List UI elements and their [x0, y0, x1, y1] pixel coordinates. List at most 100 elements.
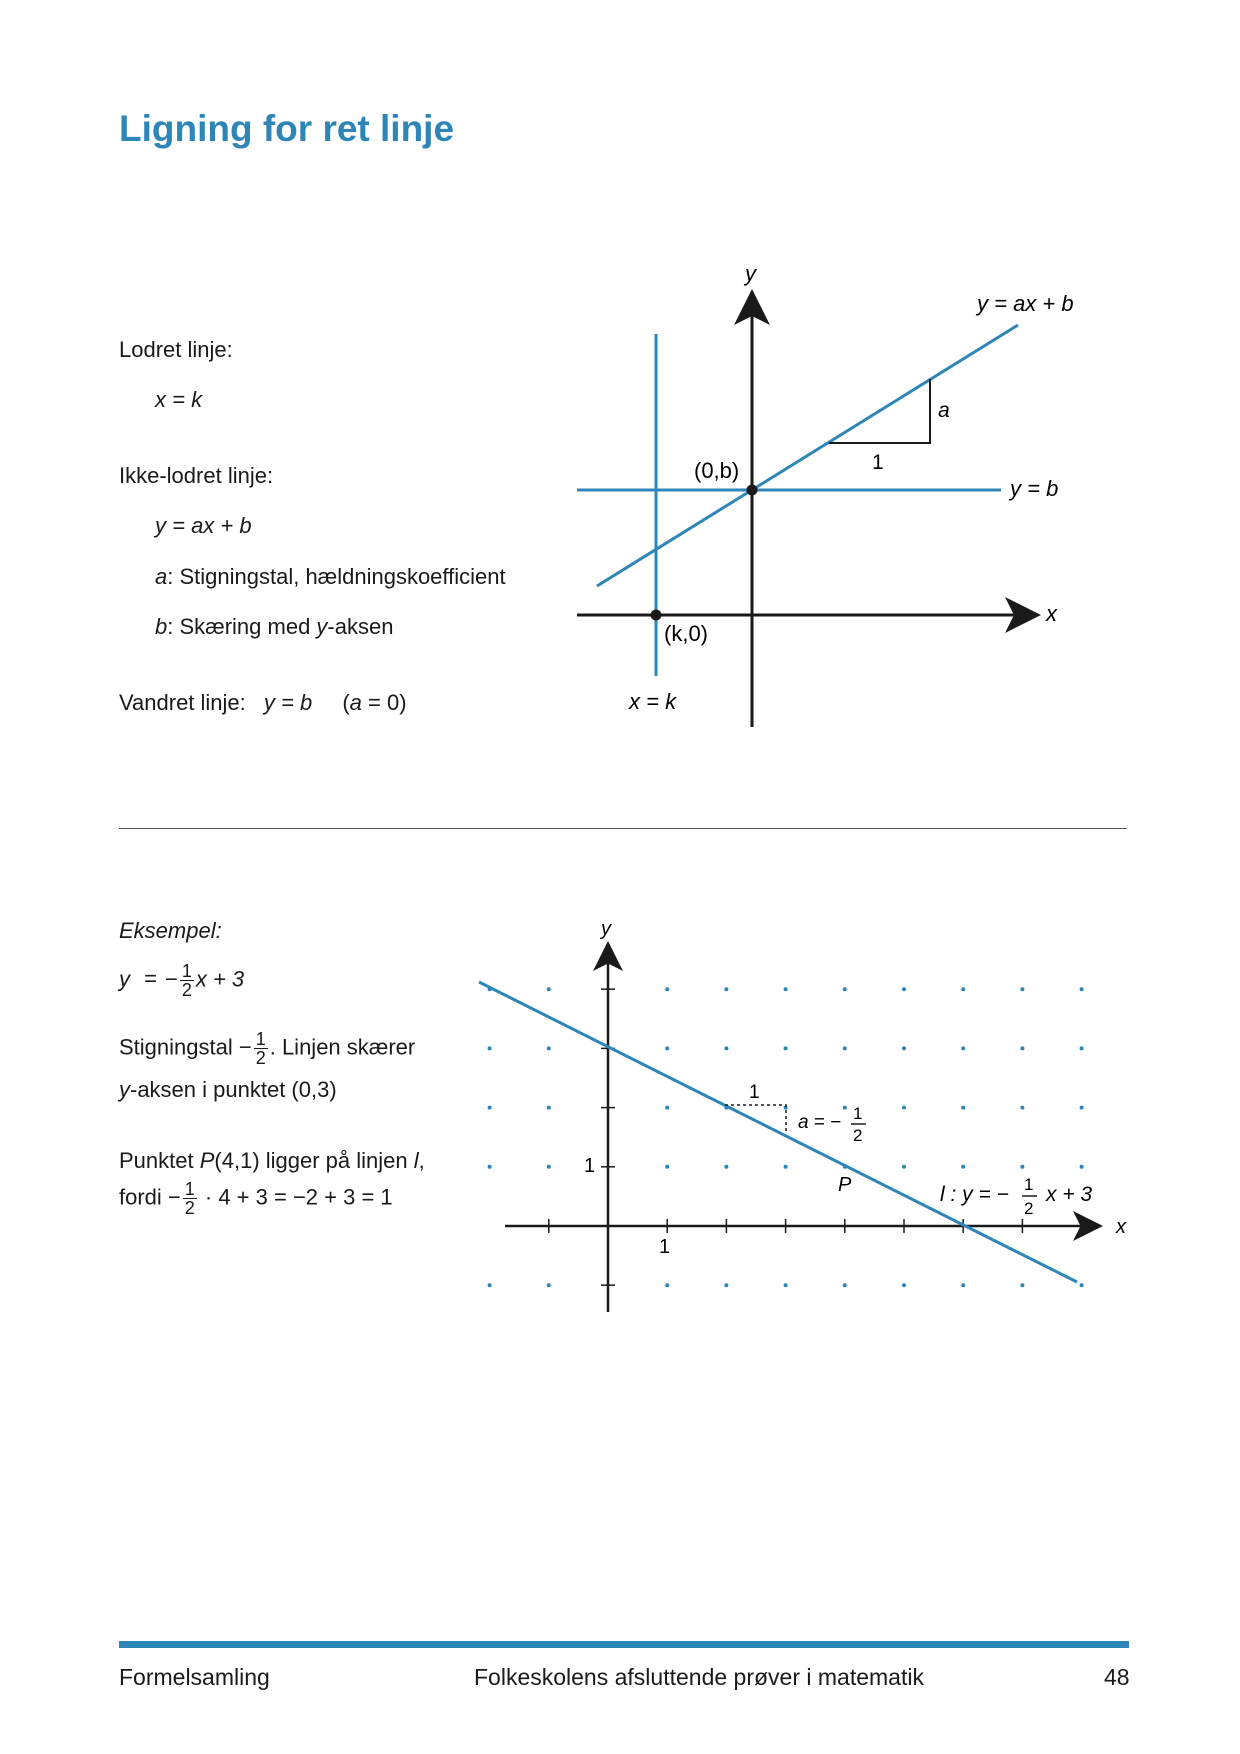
grid-dot [1020, 1164, 1025, 1169]
grid-dot [487, 1283, 492, 1288]
point-p: P [199, 1148, 215, 1173]
slope-pre: Stigningstal − [119, 1034, 252, 1060]
frac-den: 2 [184, 1198, 195, 1218]
grid-dot [665, 987, 670, 992]
grid-dot [842, 1283, 847, 1288]
line-frac-num: 1 [1024, 1175, 1033, 1194]
grid-dot [546, 1046, 551, 1051]
grid-dot [665, 1046, 670, 1051]
grid-dot [902, 987, 906, 992]
grid-dot [961, 1105, 966, 1110]
vertical-line-heading: Lodret linje: [119, 337, 233, 362]
point-comma: , [418, 1148, 425, 1173]
intercept-desc-y: y [316, 614, 328, 639]
intercept-definition: b: Skæring med y-aksen [155, 614, 393, 640]
dot-grid [487, 987, 1084, 1288]
grid-dot [665, 1105, 670, 1110]
grid-dot [724, 1046, 729, 1051]
grid-dot [1079, 987, 1084, 992]
point-statement: Punktet P(4,1) ligger på linjen l, [119, 1148, 425, 1174]
grid-dot [961, 1164, 966, 1169]
grid-dot [842, 987, 847, 992]
point-p-label: P [838, 1174, 852, 1196]
verify-post: · 4 + 3 = −2 + 3 = 1 [198, 1184, 393, 1210]
eq-rest: x + 3 [195, 966, 245, 992]
grid-dot [1020, 1046, 1025, 1051]
grid-dot [902, 1046, 906, 1051]
line-label: l : y = − [940, 1183, 1009, 1206]
run-label: 1 [749, 1082, 760, 1103]
slope-statement: Stigningstal −1 2. Linjen skærer [119, 1030, 415, 1067]
eq-equals: = [144, 966, 157, 992]
page-number: 48 [1104, 1664, 1130, 1690]
horizontal-line-equation: y = b [263, 690, 313, 715]
point-l: l [413, 1148, 419, 1173]
vertical-line-equation: x = k [155, 387, 203, 412]
line-label-end: x + 3 [1045, 1183, 1092, 1206]
slope-label: a = − [798, 1112, 841, 1133]
horizontal-note: (a = 0) [342, 690, 406, 715]
section-divider [119, 828, 1127, 829]
line-label-end-text: x + 3 [1045, 1183, 1092, 1206]
sloped-line-label: y = ax + b [975, 291, 1074, 316]
slope-definition: a: Stigningstal, hældningskoefficient [155, 564, 506, 590]
grid-dot [665, 1283, 670, 1288]
grid-dot [724, 1164, 729, 1169]
example-graph: y x 1 1 1 a = − 1 2 P l : y = − 1 2 x + … [478, 918, 1127, 1312]
line-equation-diagram: y x y = ax + b y = b x = k (0,b) (k,0) 1… [577, 261, 1074, 727]
grid-dot [783, 1283, 788, 1288]
grid-dot [1079, 1164, 1084, 1169]
page-title: Ligning for ret linje [119, 108, 455, 149]
footer-bar [119, 1641, 1129, 1648]
slope-post: . Linjen skærer [269, 1034, 416, 1060]
grid-dot [1020, 1105, 1025, 1110]
example-line [478, 980, 1078, 1284]
grid-dot [546, 1164, 551, 1169]
grid-dot [487, 1046, 492, 1051]
sloped-line [596, 323, 1019, 588]
rise-label: a [938, 399, 950, 422]
intercept-y: y [119, 1077, 130, 1102]
grid-dot [961, 1283, 966, 1288]
axis-ticks [548, 988, 1024, 1286]
slope-frac-den: 2 [853, 1126, 862, 1145]
y-axis-label: y [599, 918, 612, 940]
nonvertical-line-equation: y = ax + b [155, 513, 252, 538]
grid-dot [783, 1164, 788, 1169]
footer-center: Folkeskolens afsluttende prøver i matema… [474, 1664, 924, 1690]
slope-variable: a [155, 564, 168, 589]
slope-triangle [725, 1104, 787, 1132]
grid-dot [902, 1283, 906, 1288]
grid-dot [1079, 1105, 1084, 1110]
example-heading: Eksempel: [119, 918, 222, 943]
grid-dot [961, 987, 966, 992]
frac-num: 1 [182, 1179, 197, 1199]
grid-dot [546, 1105, 551, 1110]
slope-label-eq: = − [809, 1112, 842, 1133]
note-close: = 0) [361, 690, 407, 715]
slope-triangle [829, 379, 931, 444]
x-axis-label: x [1045, 601, 1058, 626]
line-label-mid: : y = − [945, 1183, 1009, 1206]
frac-den: 2 [255, 1048, 266, 1068]
grid-dot [842, 1046, 847, 1051]
intercept-point [746, 484, 758, 496]
y-axis-label: y [743, 261, 758, 286]
x-intercept-point [650, 609, 662, 621]
grid-dot [1020, 987, 1025, 992]
x-intercept-label: (k,0) [664, 621, 708, 646]
grid-dot [961, 1046, 966, 1051]
frac-num: 1 [253, 1029, 268, 1049]
slope-frac-num: 1 [853, 1104, 862, 1123]
verify-pre: fordi − [119, 1184, 181, 1210]
grid-dot [724, 987, 729, 992]
grid-dot [546, 1283, 551, 1288]
grid-dot [1079, 1046, 1084, 1051]
grid-dot [842, 1105, 847, 1110]
point-pre: Punktet [119, 1148, 200, 1173]
horizontal-line-definition: Vandret linje: y = b (a = 0) [119, 690, 407, 716]
grid-dot [783, 987, 788, 992]
run-label: 1 [872, 451, 884, 474]
